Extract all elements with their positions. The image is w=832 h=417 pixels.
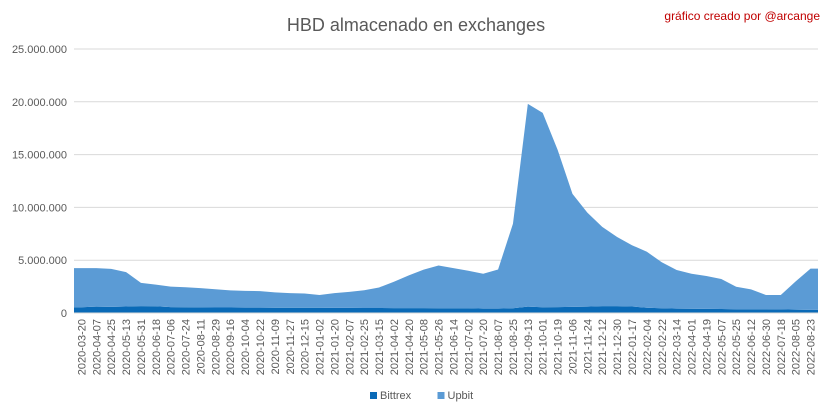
x-tick-label: 2021-02-07 xyxy=(344,319,356,375)
x-tick-label: 2021-05-26 xyxy=(434,319,446,375)
legend: Bittrex Upbit xyxy=(370,390,473,402)
x-tick-label: 2020-06-18 xyxy=(151,319,163,375)
x-tick-label: 2021-03-15 xyxy=(374,319,386,375)
x-tick-label: 2022-08-05 xyxy=(791,319,803,375)
x-tick-label: 2021-04-20 xyxy=(404,319,416,375)
gridlines xyxy=(74,48,818,261)
series-area-bittrex xyxy=(74,306,818,313)
legend-label-bittrex: Bittrex xyxy=(380,390,412,402)
x-tick-label: 2020-04-25 xyxy=(106,319,118,375)
x-tick-label: 2020-05-31 xyxy=(136,319,148,375)
x-tick-label: 2020-12-15 xyxy=(300,319,312,375)
x-tick-label: 2022-02-04 xyxy=(642,319,654,375)
x-tick-label: 2020-05-13 xyxy=(121,319,133,375)
x-tick-label: 2021-09-13 xyxy=(523,319,535,375)
x-tick-label: 2021-02-25 xyxy=(359,319,371,375)
x-tick-label: 2021-07-20 xyxy=(478,319,490,375)
x-tick-label: 2020-09-16 xyxy=(225,319,237,375)
series-area-upbit xyxy=(74,103,818,310)
x-axis-ticks: 2020-03-20 2020-04-07 2020-04-25 2020-05-13… xyxy=(76,319,817,375)
y-tick-label: 0 xyxy=(61,308,67,320)
x-tick-label: 2020-07-24 xyxy=(181,319,193,375)
y-tick-label: 15.000.000 xyxy=(12,150,67,162)
x-tick-label: 2022-08-23 xyxy=(806,319,818,375)
x-tick-label: 2020-11-09 xyxy=(270,319,282,374)
x-tick-label: 2022-04-01 xyxy=(687,319,699,375)
x-tick-label: 2022-07-18 xyxy=(776,319,788,375)
x-tick-label: 2021-05-08 xyxy=(419,319,431,375)
x-tick-label: 2022-05-07 xyxy=(716,319,728,375)
x-tick-label: 2021-12-30 xyxy=(612,319,624,375)
y-tick-label: 20.000.000 xyxy=(12,97,67,109)
x-tick-label: 2021-07-02 xyxy=(463,319,475,375)
x-tick-label: 2021-11-24 xyxy=(582,319,594,374)
legend-swatch-bittrex xyxy=(370,392,377,399)
x-tick-label: 2022-02-22 xyxy=(657,319,669,375)
x-tick-label: 2020-11-27 xyxy=(285,319,297,374)
x-tick-label: 2022-06-30 xyxy=(761,319,773,375)
x-tick-label: 2020-03-20 xyxy=(76,319,88,375)
x-tick-label: 2021-08-25 xyxy=(508,319,520,375)
chart-title: HBD almacenado en exchanges xyxy=(287,15,545,35)
y-tick-label: 25.000.000 xyxy=(12,44,67,56)
y-tick-label: 5.000.000 xyxy=(18,255,67,267)
x-tick-label: 2022-06-12 xyxy=(746,319,758,375)
x-tick-label: 2020-04-07 xyxy=(91,319,103,375)
x-tick-label: 2021-11-06 xyxy=(567,319,579,374)
x-tick-label: 2020-07-06 xyxy=(166,319,178,375)
x-tick-label: 2022-01-17 xyxy=(627,319,639,375)
plot-areas xyxy=(74,103,818,313)
y-tick-label: 10.000.000 xyxy=(12,202,67,214)
x-tick-label: 2020-10-22 xyxy=(255,319,267,375)
x-tick-label: 2022-03-14 xyxy=(672,319,684,375)
x-tick-label: 2021-01-20 xyxy=(329,319,341,375)
x-tick-label: 2021-10-19 xyxy=(553,319,565,375)
chart-credit: gráfico creado por @arcange xyxy=(664,9,820,23)
x-tick-label: 2020-08-29 xyxy=(210,319,222,375)
legend-label-upbit: Upbit xyxy=(448,390,474,402)
x-tick-label: 2020-08-11 xyxy=(195,319,207,374)
x-tick-label: 2022-05-25 xyxy=(731,319,743,375)
x-tick-label: 2022-04-19 xyxy=(701,319,713,375)
x-tick-label: 2021-04-02 xyxy=(389,319,401,375)
x-tick-label: 2021-08-07 xyxy=(493,319,505,375)
x-tick-label: 2021-10-01 xyxy=(538,319,550,375)
x-tick-label: 2021-12-12 xyxy=(597,319,609,375)
x-tick-label: 2020-10-04 xyxy=(240,319,252,375)
x-tick-label: 2021-06-14 xyxy=(448,319,460,375)
x-tick-label: 2021-01-02 xyxy=(315,319,327,375)
legend-swatch-upbit xyxy=(437,392,445,399)
y-axis-ticks: 0 5.000.000 10.000.000 15.000.000 20.000.000… xyxy=(12,44,67,320)
